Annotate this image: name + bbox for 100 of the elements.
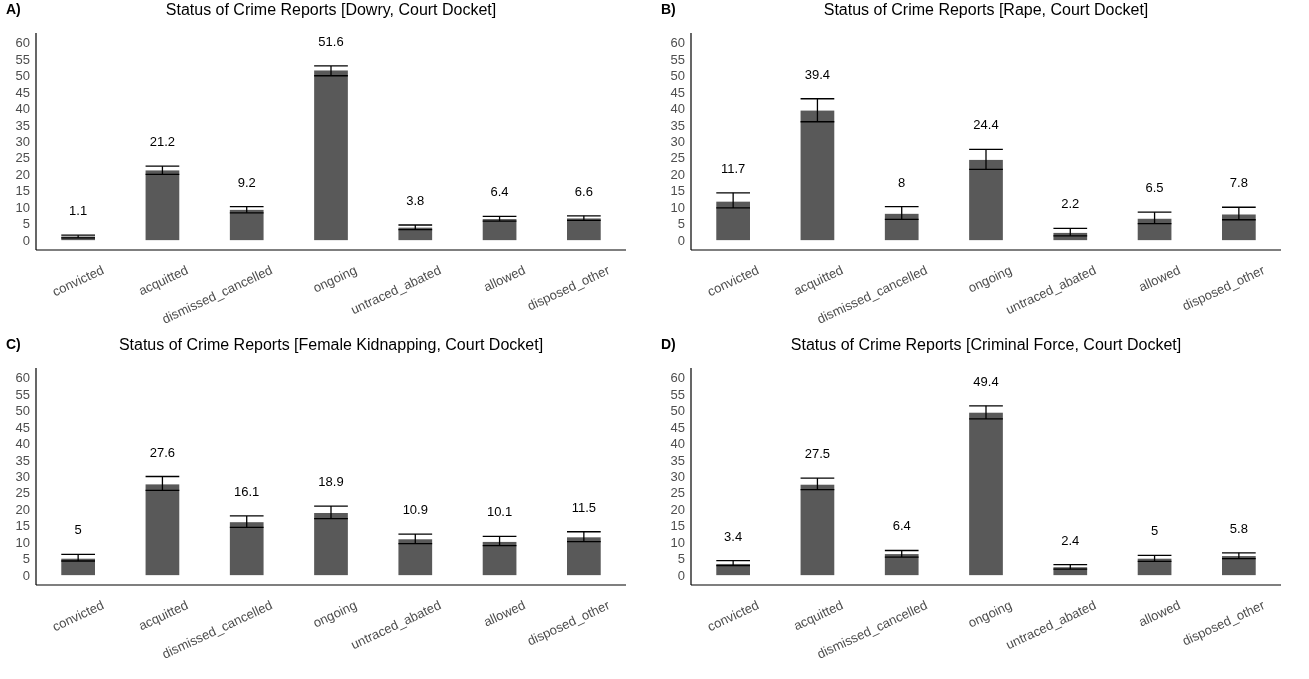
bar xyxy=(567,537,601,576)
y-tick-label: 10 xyxy=(670,534,685,550)
y-tick-label: 25 xyxy=(15,150,30,166)
y-tick-label: 15 xyxy=(670,183,685,199)
bar xyxy=(884,213,919,241)
data-label: 6.6 xyxy=(574,183,593,199)
chart-title: Status of Crime Reports [Rape, Court Docket] xyxy=(823,1,1149,18)
y-tick-label: 55 xyxy=(15,386,30,402)
y-tick-label: 25 xyxy=(15,485,30,501)
data-label: 18.9 xyxy=(318,474,344,490)
bar xyxy=(145,484,180,576)
bar xyxy=(482,541,517,576)
chart-subtitle: B) xyxy=(661,1,676,17)
data-label: 9.2 xyxy=(237,174,256,190)
y-tick-label: 25 xyxy=(670,485,685,501)
y-tick-label: 60 xyxy=(15,370,30,386)
y-tick-label: 45 xyxy=(15,84,30,100)
y-tick-label: 0 xyxy=(22,232,30,248)
data-label: 3.4 xyxy=(724,528,743,544)
y-tick-label: 35 xyxy=(15,117,30,133)
y-tick-label: 5 xyxy=(22,551,30,567)
chart-title: Status of Crime Reports [Criminal Force, Court Docket] xyxy=(790,336,1182,353)
y-tick-label: 55 xyxy=(670,51,685,67)
y-tick-label: 15 xyxy=(15,518,30,534)
data-label: 2.2 xyxy=(1061,196,1080,212)
data-label: 3.8 xyxy=(406,193,425,209)
bar xyxy=(567,218,601,241)
chart-subtitle: A) xyxy=(6,1,21,17)
data-label: 5 xyxy=(1150,523,1159,539)
y-tick-label: 5 xyxy=(677,551,685,567)
bar xyxy=(398,539,433,576)
data-label: 21.2 xyxy=(149,134,176,150)
bar xyxy=(1222,214,1256,241)
data-label: 2.4 xyxy=(1061,532,1080,548)
y-tick-label: 20 xyxy=(15,501,30,517)
y-tick-label: 15 xyxy=(15,183,30,199)
bar xyxy=(314,513,348,576)
bar xyxy=(145,170,180,241)
data-label: 27.5 xyxy=(804,446,831,462)
y-tick-label: 50 xyxy=(15,68,30,84)
y-tick-label: 35 xyxy=(670,117,685,133)
data-label: 10.9 xyxy=(402,502,428,518)
y-tick-label: 30 xyxy=(670,469,685,485)
y-tick-label: 35 xyxy=(15,452,30,468)
bar xyxy=(884,554,919,576)
y-tick-label: 5 xyxy=(677,216,685,232)
y-tick-label: 40 xyxy=(15,436,30,452)
bar xyxy=(969,412,1003,576)
bar xyxy=(800,110,835,241)
data-label: 39.4 xyxy=(804,66,831,82)
bar xyxy=(716,563,750,576)
y-tick-label: 40 xyxy=(670,101,685,117)
y-tick-label: 25 xyxy=(670,150,685,166)
y-tick-label: 40 xyxy=(15,101,30,117)
bar xyxy=(229,209,264,241)
data-label: 49.4 xyxy=(973,373,999,389)
data-label: 5 xyxy=(74,522,82,538)
data-label: 1.1 xyxy=(69,203,88,219)
y-tick-label: 50 xyxy=(15,403,30,419)
data-label: 6.4 xyxy=(892,518,911,534)
chart-subtitle: C) xyxy=(6,336,21,352)
data-label: 24.4 xyxy=(973,117,999,133)
bar xyxy=(800,484,835,576)
y-tick-label: 30 xyxy=(670,134,685,150)
bar xyxy=(1137,218,1172,241)
y-tick-label: 60 xyxy=(670,370,685,386)
y-tick-label: 20 xyxy=(670,166,685,182)
y-tick-label: 10 xyxy=(15,534,30,550)
chart-title: Status of Crime Reports [Dowry, Court Docket] xyxy=(165,1,497,18)
data-label: 16.1 xyxy=(234,483,260,499)
y-tick-label: 0 xyxy=(677,567,685,583)
y-tick-label: 40 xyxy=(670,436,685,452)
data-label: 6.4 xyxy=(490,184,509,200)
bar xyxy=(716,201,750,241)
data-label: 5.8 xyxy=(1229,520,1248,536)
y-tick-label: 45 xyxy=(15,419,30,435)
y-tick-label: 20 xyxy=(15,166,30,182)
chart-title: Status of Crime Reports [Female Kidnapping, Court Docket] xyxy=(118,336,544,353)
y-tick-label: 50 xyxy=(670,68,685,84)
data-label: 6.5 xyxy=(1145,180,1164,196)
data-label: 27.6 xyxy=(149,444,176,460)
y-tick-label: 35 xyxy=(670,452,685,468)
y-tick-label: 5 xyxy=(22,216,30,232)
chart-subtitle: D) xyxy=(661,336,676,352)
bar xyxy=(314,70,348,241)
data-label: 51.6 xyxy=(318,33,344,49)
y-tick-label: 50 xyxy=(670,403,685,419)
data-label: 7.8 xyxy=(1229,175,1248,191)
y-tick-label: 60 xyxy=(15,35,30,51)
y-tick-label: 0 xyxy=(677,232,685,248)
y-tick-label: 60 xyxy=(670,35,685,51)
y-tick-label: 10 xyxy=(15,199,30,215)
y-tick-label: 55 xyxy=(670,386,685,402)
y-tick-label: 45 xyxy=(670,84,685,100)
y-tick-label: 55 xyxy=(15,51,30,67)
data-label: 11.5 xyxy=(571,499,597,515)
data-label: 10.1 xyxy=(486,504,513,520)
data-label: 8 xyxy=(898,174,906,190)
data-label: 11.7 xyxy=(720,160,746,176)
y-tick-label: 0 xyxy=(22,567,30,583)
